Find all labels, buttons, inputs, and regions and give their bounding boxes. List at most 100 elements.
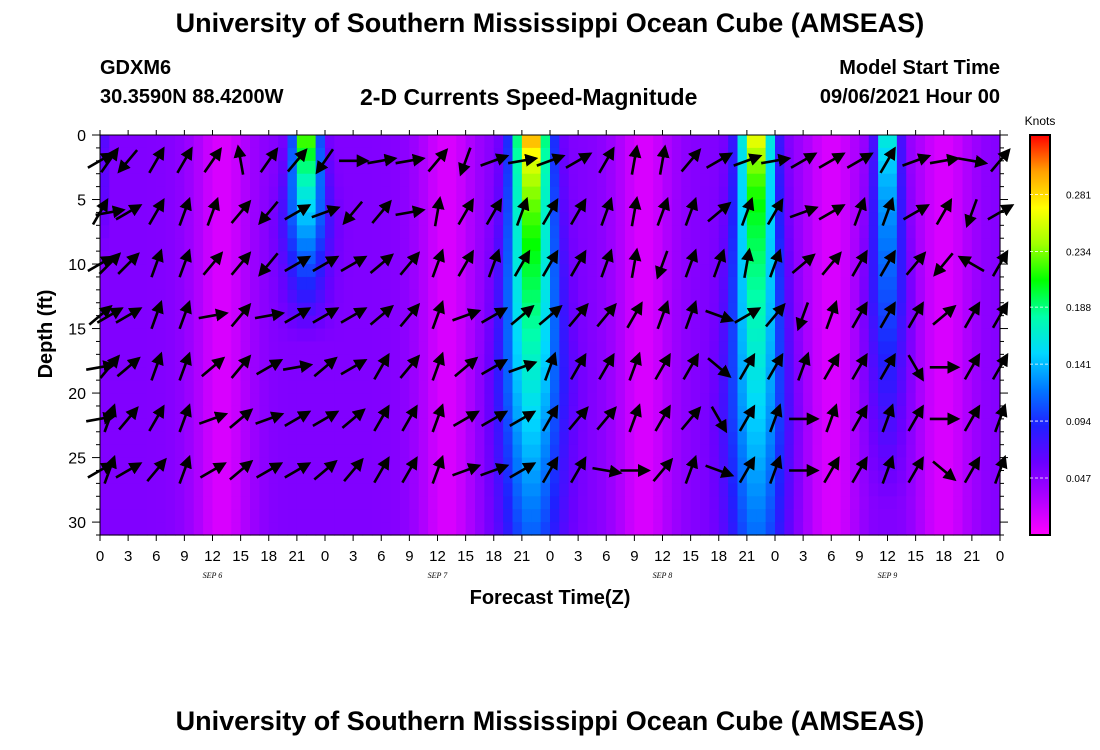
heatmap-cell: [446, 509, 457, 523]
heatmap-cell: [625, 328, 635, 343]
heatmap-cell: [606, 457, 617, 472]
current-arrow: [510, 304, 535, 326]
heatmap-cell: [878, 199, 889, 214]
heatmap-cell: [643, 496, 654, 510]
heatmap-cell: [803, 483, 814, 497]
current-arrow: [373, 456, 390, 484]
heatmap-cell: [831, 225, 842, 239]
heatmap-cell: [662, 496, 673, 510]
heatmap-cell: [821, 418, 832, 433]
heatmap-cell: [109, 418, 120, 433]
heatmap-cell: [962, 483, 973, 497]
current-arrow: [258, 200, 279, 226]
heatmap-cell: [287, 483, 298, 497]
heatmap-cell: [971, 276, 982, 291]
heatmap-cell: [278, 251, 289, 265]
heatmap-cell: [268, 276, 279, 291]
current-arrow: [286, 148, 308, 173]
heatmap-cell: [465, 367, 476, 381]
heatmap-cell: [437, 418, 448, 433]
heatmap-cell: [643, 380, 654, 394]
heatmap-cell: [118, 380, 129, 394]
heatmap-cell: [793, 341, 804, 355]
heatmap-cell: [887, 496, 898, 510]
heatmap-cell: [418, 354, 429, 368]
heatmap-cell: [175, 354, 185, 368]
heatmap-cell: [878, 212, 889, 226]
current-arrow: [592, 464, 623, 478]
heatmap-cell: [475, 341, 485, 355]
heatmap-cell: [428, 276, 439, 291]
heatmap-cell: [728, 238, 739, 252]
heatmap-cell: [296, 173, 307, 188]
heatmap-cell: [859, 341, 870, 355]
heatmap-cell: [446, 457, 457, 472]
heatmap-cell: [521, 444, 532, 459]
heatmap-cell: [334, 483, 345, 497]
current-arrow: [485, 198, 503, 226]
heatmap-cell: [165, 444, 176, 459]
heatmap-cell: [784, 315, 795, 330]
heatmap-cell: [137, 522, 148, 536]
current-arrow: [371, 199, 392, 224]
heatmap-cell: [390, 212, 401, 226]
current-arrow: [457, 249, 474, 277]
heatmap-cell: [418, 341, 429, 355]
heatmap-cell: [109, 444, 120, 459]
heatmap-cell: [878, 225, 889, 239]
heatmap-cell: [100, 238, 110, 252]
heatmap-cell: [812, 457, 823, 472]
heatmap-cell: [231, 483, 242, 497]
heatmap-cell: [728, 225, 739, 239]
heatmap-cell: [231, 302, 242, 317]
heatmap-cell: [381, 496, 392, 510]
heatmap-cell: [915, 186, 926, 201]
heatmap-cell: [925, 444, 935, 459]
heatmap-cell: [193, 393, 204, 407]
heatmap-cell: [540, 354, 551, 368]
heatmap-cell: [709, 341, 720, 355]
heatmap-cell: [428, 496, 439, 510]
heatmap-cell: [503, 160, 514, 175]
heatmap-cell: [484, 160, 495, 175]
heatmap-cell: [118, 212, 129, 226]
heatmap-cell: [287, 509, 298, 523]
heatmap-cell: [953, 212, 964, 226]
heatmap-cell: [175, 457, 185, 472]
heatmap-cell: [362, 276, 373, 291]
heatmap-cell: [418, 457, 429, 472]
current-arrow: [315, 148, 335, 175]
current-arrow: [738, 404, 756, 432]
heatmap-cell: [146, 496, 157, 510]
heatmap-cell: [746, 418, 757, 433]
heatmap-cell: [662, 225, 673, 239]
heatmap-cell: [812, 251, 823, 265]
heatmap-cell: [428, 315, 439, 330]
heatmap-cell: [906, 393, 917, 407]
heatmap-cell: [700, 264, 710, 278]
heatmap-cell: [653, 380, 664, 394]
heatmap-cell: [334, 509, 345, 523]
heatmap-cell: [540, 186, 551, 201]
heatmap-cell: [503, 470, 514, 484]
heatmap-cell: [165, 276, 176, 291]
heatmap-cell: [259, 302, 270, 317]
heatmap-cell: [737, 264, 748, 278]
heatmap-cell: [203, 509, 214, 523]
current-arrow: [369, 304, 394, 326]
current-arrow: [710, 406, 728, 434]
heatmap-cell: [634, 380, 645, 394]
heatmap-cell: [690, 483, 701, 497]
heatmap-cell: [653, 289, 664, 304]
heatmap-cell: [643, 264, 654, 278]
heatmap-cell: [409, 328, 420, 343]
heatmap-cell: [690, 315, 701, 330]
current-arrow: [565, 152, 593, 169]
heatmap-cell: [343, 483, 354, 497]
heatmap-cell: [690, 341, 701, 355]
heatmap-cell: [990, 238, 1001, 252]
heatmap-cell: [446, 173, 457, 188]
heatmap-cell: [643, 328, 654, 343]
heatmap-cell: [418, 186, 429, 201]
heatmap-cell: [634, 367, 645, 381]
